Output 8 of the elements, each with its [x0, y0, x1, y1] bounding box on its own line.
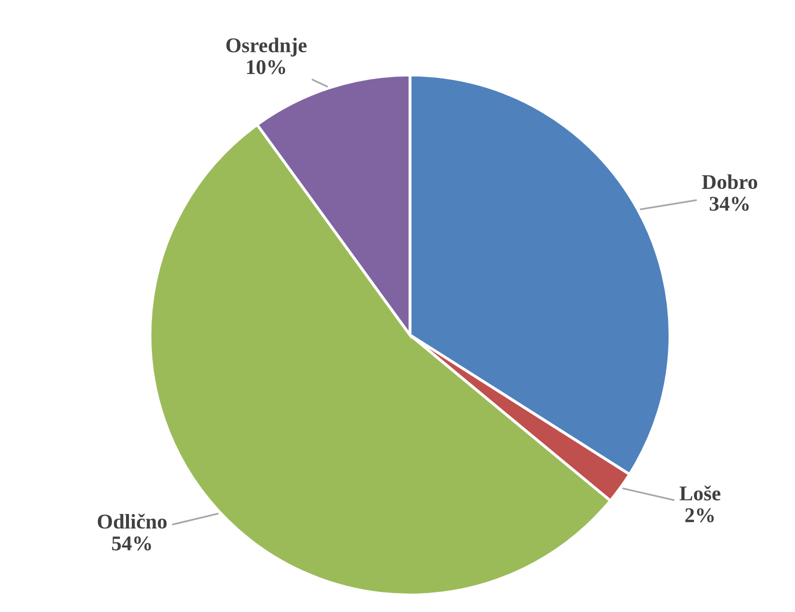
data-label: 34%	[710, 196, 749, 211]
slice-label: Loše	[680, 486, 720, 500]
slice-label: Osrednje	[226, 38, 307, 57]
slice-label: Odlično	[98, 514, 167, 529]
data-label: 54%	[112, 536, 151, 551]
slice-label: Dobro	[702, 174, 758, 190]
data-label: 2%	[685, 508, 714, 522]
data-label: 10%	[247, 60, 286, 74]
